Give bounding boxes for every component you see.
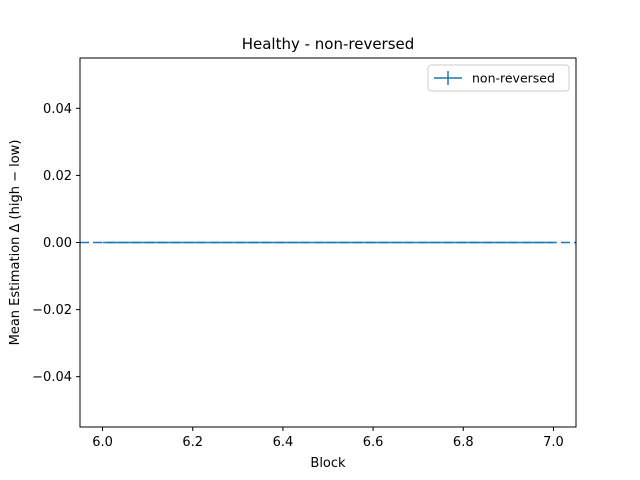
plot-area [79, 57, 577, 428]
y-tick-label: −0.04 [32, 370, 72, 385]
x-tick-label: 6.2 [182, 435, 203, 450]
x-tick-label: 6.8 [453, 435, 474, 450]
y-axis-label: Mean Estimation Δ (high − low) [8, 140, 23, 346]
x-tick-label: 7.0 [543, 435, 564, 450]
y-axis-ticks: −0.04 −0.02 0.00 0.02 0.04 [32, 102, 80, 385]
y-tick-label: 0.00 [43, 236, 72, 251]
legend: non-reversed [427, 64, 570, 92]
x-axis-label: Block [310, 456, 346, 471]
x-axis-ticks: 6.0 6.2 6.4 6.6 6.8 7.0 [92, 427, 564, 450]
y-tick-label: −0.02 [32, 303, 72, 318]
y-tick-label: 0.02 [43, 169, 72, 184]
y-tick-label: 0.04 [43, 102, 72, 117]
x-tick-label: 6.4 [273, 435, 294, 450]
chart-title: Healthy - non-reversed [242, 35, 415, 53]
x-tick-label: 6.0 [92, 435, 113, 450]
legend-label-non-reversed: non-reversed [472, 71, 555, 86]
legend-box [427, 64, 570, 92]
x-tick-label: 6.6 [363, 435, 384, 450]
